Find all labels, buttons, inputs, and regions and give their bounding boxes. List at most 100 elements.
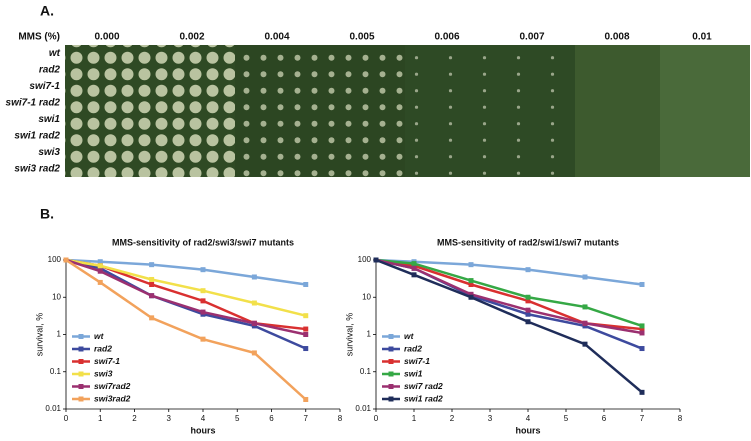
point	[639, 330, 645, 336]
point	[200, 336, 206, 342]
strain-label: swi1 rad2	[14, 131, 60, 142]
legend-marker	[78, 334, 84, 339]
axis-label: MMS (%)	[18, 32, 60, 43]
point	[525, 311, 531, 317]
point	[251, 320, 257, 326]
point	[411, 272, 417, 278]
point	[639, 281, 645, 287]
point	[149, 315, 155, 321]
concentration-label: 0.006	[434, 32, 459, 43]
y-tick-label: 0.01	[355, 404, 371, 413]
legend-marker	[388, 396, 394, 402]
panel-label: A.	[40, 3, 54, 19]
point	[582, 320, 588, 326]
legend-marker	[388, 371, 394, 377]
point	[303, 346, 309, 352]
point	[303, 332, 309, 337]
x-tick-label: 8	[338, 414, 343, 423]
point	[303, 281, 309, 287]
y-tick-label: 0.01	[45, 404, 61, 413]
x-tick-label: 6	[602, 414, 607, 423]
x-tick-label: 0	[64, 414, 69, 423]
legend-marker	[78, 371, 84, 377]
legend-marker	[388, 384, 394, 389]
plate	[490, 45, 575, 177]
point	[582, 323, 588, 329]
strain-label: rad2	[39, 65, 61, 76]
legend-label: swi3rad2	[94, 393, 131, 403]
concentration-label: 0.008	[604, 32, 629, 43]
legend-label: swi3	[94, 368, 113, 378]
strain-label: swi7-1	[29, 81, 60, 92]
x-tick-label: 6	[269, 414, 274, 423]
point	[582, 341, 588, 347]
series-line	[65, 258, 307, 317]
series-line	[65, 258, 306, 286]
point	[251, 300, 257, 306]
point	[582, 274, 588, 280]
point	[468, 278, 474, 284]
strain-label: swi7-1 rad2	[6, 98, 61, 109]
concentration-label: 0.007	[519, 32, 544, 43]
spot-assay	[65, 45, 750, 177]
y-axis-label: survival, %	[344, 313, 354, 357]
x-tick-label: 1	[412, 414, 417, 423]
x-tick-label: 5	[235, 414, 240, 423]
point	[149, 276, 155, 282]
y-tick-label: 1	[57, 330, 62, 339]
series-line	[375, 258, 643, 335]
point	[97, 279, 103, 285]
concentration-label: 0.004	[264, 32, 289, 43]
plate	[660, 45, 750, 177]
x-tick-label: 3	[167, 414, 172, 423]
y-tick-label: 10	[362, 292, 371, 301]
legend-marker	[388, 334, 394, 339]
point	[200, 309, 206, 315]
plate	[575, 45, 660, 177]
point	[639, 323, 645, 329]
legend-label: rad2	[404, 343, 422, 353]
point	[303, 326, 309, 332]
point	[468, 294, 474, 300]
x-tick-label: 7	[304, 414, 309, 423]
concentration-label: 0.01	[692, 32, 712, 43]
x-tick-label: 5	[564, 414, 569, 423]
x-axis-label: hours	[515, 425, 540, 435]
legend-label: swi7-1	[94, 356, 120, 366]
strain-label: swi3	[38, 147, 60, 158]
point	[373, 257, 379, 263]
series-line	[375, 258, 643, 394]
x-tick-label: 8	[678, 414, 683, 423]
point	[303, 313, 309, 319]
legend-label: wt	[94, 331, 105, 341]
point	[468, 291, 474, 297]
panel-label: B.	[40, 206, 54, 222]
point	[639, 346, 645, 352]
point	[63, 257, 69, 263]
plate	[405, 45, 490, 177]
point	[149, 262, 155, 268]
y-tick-label: 100	[358, 255, 372, 264]
point	[411, 261, 417, 267]
point	[149, 293, 155, 299]
legend-marker	[78, 359, 84, 364]
x-tick-label: 0	[374, 414, 379, 423]
point	[303, 396, 309, 402]
legend-label: swi1	[404, 368, 423, 378]
series-line	[375, 258, 643, 328]
point	[200, 267, 206, 273]
legend-label: swi7rad2	[94, 381, 131, 391]
legend-label: swi7 rad2	[404, 381, 443, 391]
series-line	[65, 258, 307, 336]
chart-title: MMS-sensitivity of rad2/swi3/swi7 mutant…	[112, 237, 294, 247]
point	[525, 319, 531, 325]
plate	[65, 45, 150, 177]
x-tick-label: 4	[526, 414, 531, 423]
legend-label: swi1 rad2	[404, 393, 443, 403]
x-tick-label: 2	[450, 414, 455, 423]
y-axis-label: survival, %	[34, 313, 44, 357]
point	[525, 298, 531, 304]
point	[411, 265, 417, 271]
plate	[320, 45, 405, 177]
